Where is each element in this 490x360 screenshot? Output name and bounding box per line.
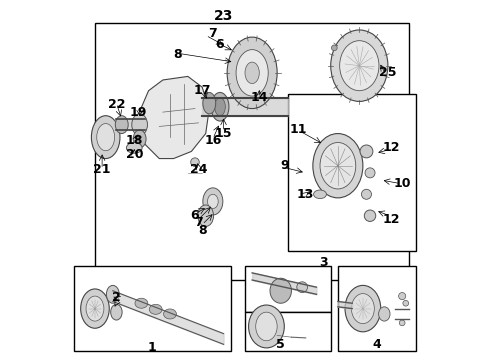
Ellipse shape: [340, 41, 379, 91]
Ellipse shape: [320, 143, 356, 189]
Ellipse shape: [270, 278, 292, 303]
Ellipse shape: [207, 194, 218, 208]
Text: 12: 12: [383, 141, 400, 154]
Text: 15: 15: [215, 127, 232, 140]
Ellipse shape: [81, 289, 109, 328]
Text: 14: 14: [250, 91, 268, 104]
Text: 3: 3: [319, 256, 328, 269]
Ellipse shape: [92, 116, 120, 158]
Ellipse shape: [111, 304, 122, 320]
Circle shape: [364, 210, 376, 221]
Bar: [245, 312, 331, 351]
Text: 23: 23: [214, 9, 233, 23]
Ellipse shape: [313, 134, 363, 198]
Circle shape: [362, 189, 371, 199]
Bar: [74, 266, 231, 351]
Text: 18: 18: [125, 134, 143, 147]
Ellipse shape: [211, 93, 229, 121]
Text: 22: 22: [108, 99, 125, 112]
Text: 10: 10: [393, 177, 411, 190]
Ellipse shape: [245, 62, 259, 84]
Ellipse shape: [256, 312, 277, 341]
Circle shape: [398, 293, 406, 300]
Ellipse shape: [203, 93, 216, 114]
Text: 8: 8: [198, 224, 206, 237]
Text: 8: 8: [173, 49, 181, 62]
Ellipse shape: [133, 130, 146, 148]
Ellipse shape: [86, 296, 104, 321]
Circle shape: [403, 300, 409, 306]
Text: 6: 6: [191, 209, 199, 222]
Ellipse shape: [126, 143, 142, 153]
Ellipse shape: [132, 114, 147, 135]
Ellipse shape: [164, 309, 176, 319]
Text: 7: 7: [194, 216, 203, 229]
Text: 21: 21: [94, 163, 111, 176]
Circle shape: [365, 168, 375, 178]
Text: 11: 11: [290, 123, 307, 136]
Text: 5: 5: [276, 338, 285, 351]
Ellipse shape: [351, 294, 374, 324]
Polygon shape: [138, 76, 209, 158]
Ellipse shape: [227, 37, 277, 109]
Text: 20: 20: [125, 148, 143, 162]
Ellipse shape: [379, 307, 390, 321]
Bar: [95, 23, 409, 280]
Ellipse shape: [135, 298, 148, 308]
Text: 9: 9: [280, 159, 289, 172]
Ellipse shape: [115, 116, 128, 134]
Ellipse shape: [314, 190, 326, 199]
Ellipse shape: [248, 305, 284, 348]
Text: 24: 24: [190, 163, 207, 176]
Text: 6: 6: [216, 38, 224, 51]
Circle shape: [191, 158, 199, 166]
Text: 1: 1: [148, 341, 156, 354]
Ellipse shape: [236, 50, 268, 96]
Ellipse shape: [345, 285, 381, 332]
Bar: [288, 94, 416, 251]
Ellipse shape: [331, 30, 388, 102]
Text: 19: 19: [129, 105, 147, 119]
Ellipse shape: [97, 123, 115, 151]
Ellipse shape: [106, 285, 119, 303]
Text: 25: 25: [379, 66, 396, 79]
Ellipse shape: [203, 188, 223, 215]
Bar: [245, 266, 331, 312]
Text: 12: 12: [383, 213, 400, 226]
Text: 16: 16: [204, 134, 221, 147]
Ellipse shape: [149, 304, 162, 314]
Text: 17: 17: [194, 84, 211, 97]
Ellipse shape: [198, 205, 214, 226]
Text: 13: 13: [297, 188, 315, 201]
Ellipse shape: [215, 98, 225, 116]
Circle shape: [399, 320, 405, 326]
Text: 2: 2: [112, 291, 121, 305]
Circle shape: [360, 145, 373, 158]
Text: 4: 4: [373, 338, 382, 351]
Circle shape: [297, 282, 308, 293]
Text: 7: 7: [208, 27, 217, 40]
Bar: [338, 266, 416, 351]
Circle shape: [331, 45, 337, 51]
